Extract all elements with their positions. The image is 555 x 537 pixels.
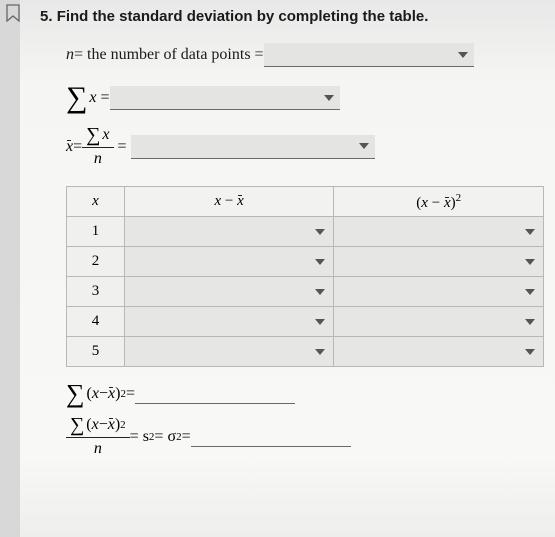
mean-eq2: = bbox=[118, 138, 127, 156]
chevron-down-icon bbox=[525, 229, 535, 235]
chevron-down-icon bbox=[315, 259, 325, 265]
chevron-down-icon bbox=[525, 259, 535, 265]
chevron-down-icon bbox=[525, 289, 535, 295]
table-row: 3 bbox=[67, 277, 544, 307]
row-diff-cell bbox=[124, 217, 334, 247]
var-eq-sigma: = σ bbox=[154, 428, 176, 446]
diffsq-dropdown[interactable] bbox=[334, 307, 543, 336]
header-diff: x − x bbox=[124, 187, 334, 217]
variance-line: ∑ (x − x)2 n = s2 = σ2 = bbox=[66, 415, 535, 458]
row-diffsq-cell bbox=[334, 307, 544, 337]
mean-line: x = ∑ x n = bbox=[66, 125, 535, 168]
n-dropdown[interactable] bbox=[264, 43, 474, 67]
mean-dropdown[interactable] bbox=[131, 135, 375, 159]
sum-sq-line: ∑ (x − x)2 = bbox=[66, 381, 535, 407]
chevron-down-icon bbox=[315, 229, 325, 235]
n-label: = the number of data points = bbox=[74, 46, 264, 64]
diff-dropdown[interactable] bbox=[125, 337, 334, 366]
mean-fraction: ∑ x n bbox=[82, 125, 113, 168]
variance-blank[interactable] bbox=[191, 427, 351, 447]
sumsq-blank[interactable] bbox=[135, 384, 295, 404]
table-row: 4 bbox=[67, 307, 544, 337]
mean-eq1: = bbox=[73, 138, 82, 156]
question-text: Find the standard deviation by completin… bbox=[57, 8, 429, 25]
table-header-row: x x − x (x − x)2 bbox=[67, 187, 544, 217]
row-diffsq-cell bbox=[334, 337, 544, 367]
var-eq-final: = bbox=[182, 428, 191, 446]
sigma-icon: ∑ bbox=[70, 415, 84, 435]
header-diff-sq: (x − x)2 bbox=[334, 187, 544, 217]
variance-fraction: ∑ (x − x)2 n bbox=[66, 415, 130, 458]
chevron-down-icon bbox=[324, 95, 334, 101]
row-diff-cell bbox=[124, 247, 334, 277]
row-diffsq-cell bbox=[334, 247, 544, 277]
chevron-down-icon bbox=[315, 349, 325, 355]
sum-x-line: ∑ x = bbox=[66, 83, 535, 113]
stdev-table: x x − x (x − x)2 12345 bbox=[66, 186, 544, 367]
table-row: 5 bbox=[67, 337, 544, 367]
table-row: 1 bbox=[67, 217, 544, 247]
sum-x-var: x bbox=[89, 89, 96, 107]
chevron-down-icon bbox=[315, 289, 325, 295]
diff-dropdown[interactable] bbox=[125, 277, 334, 306]
diffsq-dropdown[interactable] bbox=[334, 337, 543, 366]
diff-dropdown[interactable] bbox=[125, 307, 334, 336]
sigma-icon: ∑ bbox=[66, 381, 85, 407]
row-diff-cell bbox=[124, 337, 334, 367]
mean-denom: n bbox=[94, 148, 102, 168]
sigma-icon: ∑ bbox=[86, 125, 100, 145]
chevron-down-icon bbox=[315, 319, 325, 325]
chevron-down-icon bbox=[458, 52, 468, 58]
sumsq-eq: = bbox=[126, 385, 135, 403]
row-x-value: 4 bbox=[67, 307, 125, 337]
variance-denom: n bbox=[94, 438, 102, 458]
chevron-down-icon bbox=[525, 349, 535, 355]
row-diff-cell bbox=[124, 307, 334, 337]
row-x-value: 2 bbox=[67, 247, 125, 277]
row-diff-cell bbox=[124, 277, 334, 307]
question-number: 5. bbox=[40, 8, 53, 25]
diff-dropdown[interactable] bbox=[125, 217, 334, 246]
row-diffsq-cell bbox=[334, 217, 544, 247]
diffsq-dropdown[interactable] bbox=[334, 217, 543, 246]
sum-x-eq: = bbox=[101, 89, 110, 107]
table-row: 2 bbox=[67, 247, 544, 277]
sigma-icon: ∑ bbox=[66, 83, 87, 113]
chevron-down-icon bbox=[359, 143, 369, 149]
n-line: n = the number of data points = bbox=[66, 43, 535, 67]
row-x-value: 5 bbox=[67, 337, 125, 367]
chevron-down-icon bbox=[525, 319, 535, 325]
diffsq-dropdown[interactable] bbox=[334, 247, 543, 276]
question-header: 5. Find the standard deviation by comple… bbox=[40, 8, 535, 25]
row-diffsq-cell bbox=[334, 277, 544, 307]
diff-dropdown[interactable] bbox=[125, 247, 334, 276]
sum-x-dropdown[interactable] bbox=[110, 86, 340, 110]
xbar-symbol: x bbox=[66, 138, 73, 156]
var-eq-s: = s bbox=[130, 428, 149, 446]
mean-num-x: x bbox=[102, 126, 109, 144]
bookmark-icon bbox=[6, 4, 20, 22]
header-x: x bbox=[67, 187, 125, 217]
row-x-value: 3 bbox=[67, 277, 125, 307]
row-x-value: 1 bbox=[67, 217, 125, 247]
n-symbol: n bbox=[66, 46, 74, 64]
diffsq-dropdown[interactable] bbox=[334, 277, 543, 306]
